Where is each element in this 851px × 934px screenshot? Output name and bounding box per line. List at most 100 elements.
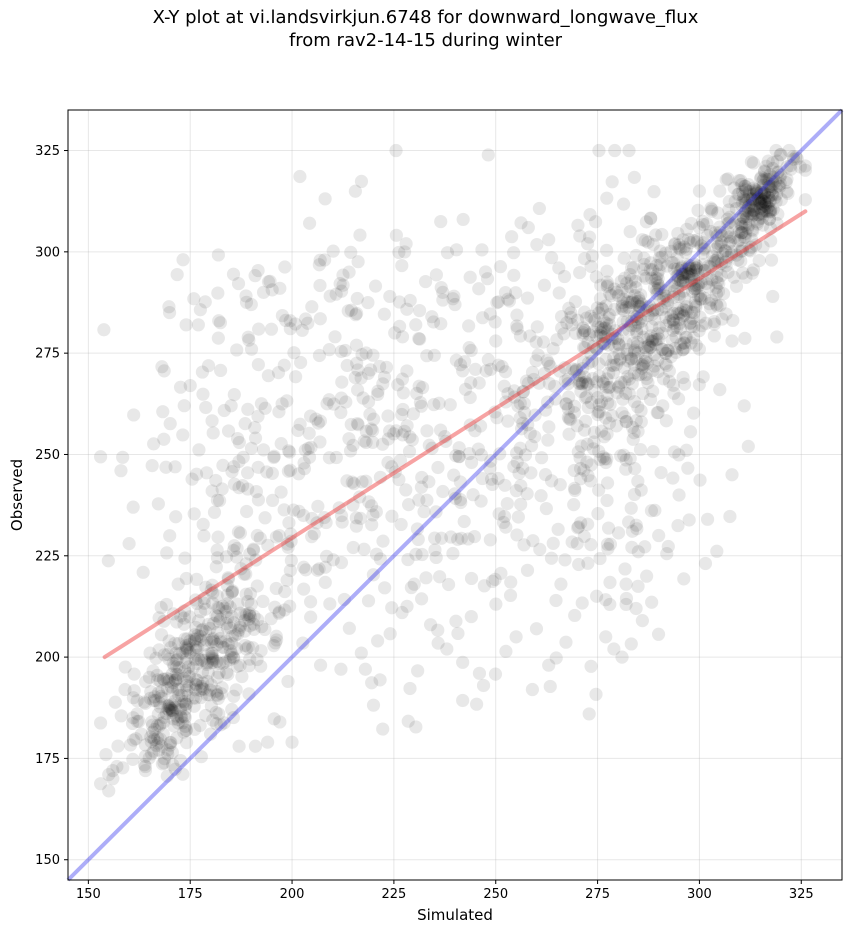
scatter-point: [711, 239, 725, 253]
scatter-point: [202, 647, 216, 661]
scatter-point: [765, 174, 780, 189]
scatter-point: [565, 362, 580, 376]
scatter-point: [609, 285, 623, 299]
scatter-point: [214, 635, 228, 649]
scatter-point: [180, 683, 194, 697]
scatter-point: [336, 278, 350, 292]
scatter-point: [542, 420, 556, 434]
scatter-point: [209, 473, 223, 488]
scatter-point: [477, 579, 491, 593]
scatter-point: [673, 312, 687, 326]
scatter-point: [187, 292, 201, 306]
scatter-point: [622, 323, 636, 337]
scatter-point: [754, 192, 768, 206]
scatter-point: [619, 462, 633, 476]
scatter-point: [764, 234, 778, 248]
scatter-point: [220, 588, 235, 602]
scatter-point: [755, 183, 769, 197]
scatter-point: [182, 638, 196, 652]
scatter-point: [602, 416, 617, 430]
scatter-point: [409, 720, 423, 734]
scatter-point: [754, 185, 768, 199]
scatter-point: [200, 687, 214, 702]
scatter-point: [761, 154, 775, 168]
scatter-point: [369, 547, 384, 561]
scatter-point: [637, 251, 651, 265]
scatter-point: [655, 342, 669, 356]
scatter-point: [619, 414, 634, 429]
scatter-point: [646, 334, 660, 349]
scatter-point: [271, 366, 286, 380]
grid-lines: [68, 110, 842, 880]
scatter-point: [431, 460, 445, 475]
scatter-point: [603, 287, 617, 301]
scatter-point: [578, 324, 592, 338]
scatter-point: [229, 641, 244, 656]
scatter-point: [679, 300, 694, 314]
scatter-point: [146, 664, 160, 678]
scatter-point: [244, 297, 258, 312]
scatter-point: [179, 655, 193, 670]
scatter-point: [739, 183, 753, 197]
scatter-point: [145, 718, 160, 732]
scatter-point: [446, 292, 460, 306]
scatter-point: [499, 520, 513, 534]
scatter-point: [204, 635, 219, 649]
scatter-point: [251, 409, 265, 423]
scatter-point: [679, 304, 693, 318]
scatter-point: [420, 493, 434, 507]
scatter-point: [241, 402, 255, 416]
scatter-point: [688, 257, 702, 271]
scatter-point: [593, 452, 607, 467]
scatter-point: [337, 592, 351, 607]
scatter-point: [592, 444, 606, 458]
scatter-point: [162, 634, 176, 648]
scatter-point: [658, 284, 672, 298]
scatter-point: [531, 348, 545, 362]
scatter-point: [746, 224, 760, 238]
scatter-point: [449, 353, 463, 367]
scatter-point: [748, 199, 762, 213]
scatter-point: [272, 405, 286, 419]
scatter-point: [172, 636, 186, 651]
scatter-point: [709, 242, 723, 256]
scatter-point: [714, 235, 729, 249]
scatter-point: [772, 179, 786, 193]
scatter-point: [138, 738, 153, 752]
scatter-point: [468, 424, 482, 438]
scatter-point: [676, 309, 690, 323]
scatter-point: [666, 323, 680, 338]
scatter-point: [660, 547, 674, 561]
scatter-point: [188, 683, 203, 697]
scatter-point: [615, 283, 629, 297]
scatter-point: [213, 494, 227, 508]
scatter-point: [699, 276, 713, 291]
scatter-point: [622, 143, 636, 158]
scatter-point: [272, 606, 286, 620]
scatter-point: [553, 478, 567, 492]
scatter-point: [203, 727, 218, 741]
scatter-point: [594, 326, 608, 340]
scatter-point: [475, 471, 490, 486]
scatter-point: [385, 460, 399, 474]
scatter-point: [136, 565, 150, 579]
scatter-point: [749, 186, 764, 200]
scatter-point: [605, 327, 620, 341]
scatter-point: [269, 581, 283, 596]
scatter-point: [170, 709, 184, 723]
scatter-point: [170, 660, 184, 674]
scatter-point: [298, 312, 313, 326]
scatter-point: [710, 229, 724, 243]
scatter-point: [773, 148, 787, 162]
scatter-point: [619, 577, 633, 591]
scatter-point: [754, 192, 768, 206]
scatter-point: [769, 180, 783, 194]
scatter-point: [242, 608, 256, 622]
scatter-point: [596, 330, 611, 344]
scatter-point: [619, 300, 633, 314]
scatter-point: [349, 511, 363, 525]
scatter-point: [630, 295, 644, 309]
scatter-point: [351, 383, 365, 397]
scatter-point: [279, 313, 293, 328]
scatter-point: [741, 178, 756, 192]
